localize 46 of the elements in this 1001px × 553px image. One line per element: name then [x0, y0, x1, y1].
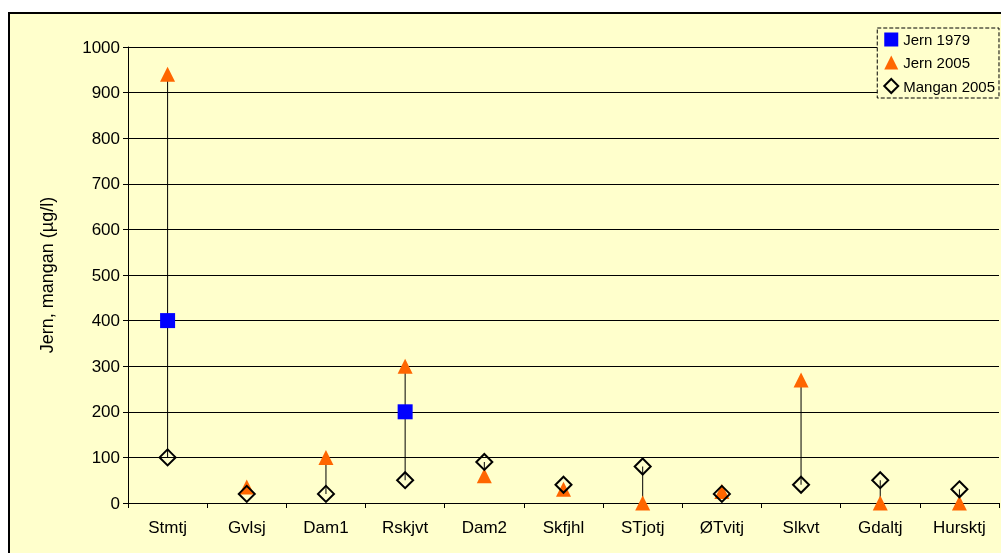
point [554, 475, 573, 494]
point [633, 457, 652, 476]
point [396, 471, 415, 490]
x-tick-label: Skfjhl [542, 518, 585, 537]
x-tick-label: Gdaltj [858, 518, 903, 537]
y-tick-label: 0 [110, 493, 120, 513]
y-tick-label: 800 [91, 128, 120, 148]
y-tick-label: 500 [91, 265, 120, 285]
point [158, 448, 177, 467]
x-tick-label: Stmtj [148, 518, 187, 537]
x-tick-label: Rskjvt [382, 518, 429, 537]
point [318, 449, 334, 465]
y-tick-label: 100 [91, 447, 120, 467]
point [792, 475, 811, 494]
point [316, 484, 335, 503]
legend-label: Jern 2005 [903, 54, 970, 71]
y-tick-label: 600 [91, 219, 120, 239]
legend-label: Mangan 2005 [903, 77, 996, 95]
point [160, 66, 176, 82]
point [871, 471, 890, 490]
y-tick-label: 200 [91, 402, 120, 422]
x-tick-label: ØTvitj [699, 518, 745, 537]
point [397, 404, 413, 420]
point [237, 484, 256, 503]
y-axis-title: Jern, mangan (µg/l) [37, 196, 57, 354]
y-tick-label: 700 [91, 174, 120, 194]
point [950, 480, 969, 499]
point [160, 313, 176, 329]
point [397, 358, 413, 374]
point [635, 495, 651, 511]
x-tick-label: Hursktj [932, 518, 986, 537]
y-tick-label: 1000 [82, 37, 120, 57]
legend-label: Jern 1979 [903, 31, 970, 48]
point [872, 495, 888, 511]
point [476, 468, 492, 484]
x-tick-label: Gvlsj [227, 518, 266, 537]
point [951, 495, 967, 511]
x-tick-label: Dam1 [303, 518, 349, 537]
x-tick-label: Slkvt [782, 518, 820, 537]
x-tick-label: STjotj [620, 518, 665, 537]
y-tick-label: 400 [91, 311, 120, 331]
point [475, 452, 494, 471]
y-tick-label: 300 [91, 356, 120, 376]
y-tick-label: 900 [91, 83, 120, 103]
point [793, 372, 809, 388]
x-tick-label: Dam2 [461, 518, 507, 537]
